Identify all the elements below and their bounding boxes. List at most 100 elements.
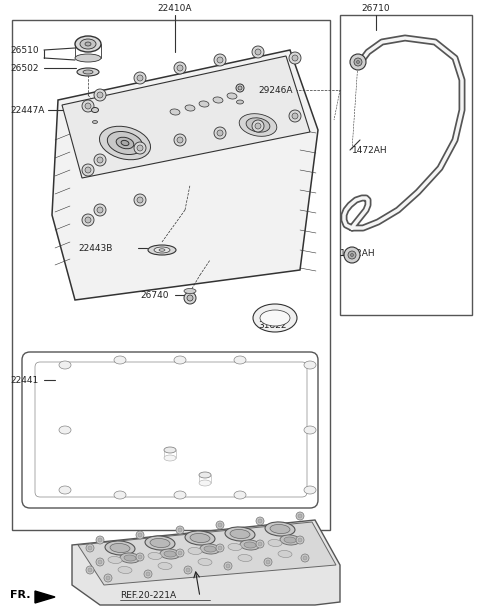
Ellipse shape	[230, 530, 250, 539]
Ellipse shape	[174, 356, 186, 364]
Ellipse shape	[108, 557, 122, 563]
Bar	[340, 15, 472, 315]
Text: 26710: 26710	[362, 4, 390, 12]
Circle shape	[184, 292, 196, 304]
Circle shape	[134, 72, 146, 84]
Ellipse shape	[59, 361, 71, 369]
Ellipse shape	[185, 105, 195, 111]
Text: 31822: 31822	[258, 320, 287, 330]
Polygon shape	[52, 50, 318, 300]
Circle shape	[137, 75, 143, 81]
Ellipse shape	[198, 558, 212, 566]
Circle shape	[357, 60, 360, 63]
Polygon shape	[78, 522, 336, 585]
Polygon shape	[72, 520, 340, 605]
Ellipse shape	[199, 101, 209, 107]
Ellipse shape	[154, 247, 170, 253]
Ellipse shape	[304, 426, 316, 434]
Ellipse shape	[199, 472, 211, 478]
Circle shape	[177, 137, 183, 143]
Circle shape	[266, 560, 270, 564]
Circle shape	[255, 123, 261, 129]
Circle shape	[98, 538, 102, 542]
Ellipse shape	[278, 550, 292, 558]
Circle shape	[138, 555, 142, 559]
FancyBboxPatch shape	[35, 362, 307, 497]
Ellipse shape	[159, 248, 165, 252]
Circle shape	[354, 58, 362, 66]
Circle shape	[137, 197, 143, 203]
Circle shape	[256, 540, 264, 548]
Circle shape	[218, 523, 222, 527]
Circle shape	[187, 295, 193, 301]
Circle shape	[96, 536, 104, 544]
Circle shape	[238, 86, 242, 90]
Text: 26502: 26502	[10, 63, 38, 73]
Circle shape	[177, 65, 183, 71]
Ellipse shape	[213, 97, 223, 103]
Ellipse shape	[253, 122, 263, 128]
Circle shape	[85, 217, 91, 223]
Text: REF.20-221A: REF.20-221A	[120, 590, 176, 600]
Ellipse shape	[114, 491, 126, 499]
Circle shape	[296, 536, 304, 544]
Circle shape	[134, 142, 146, 154]
Ellipse shape	[270, 525, 290, 534]
Text: 22441: 22441	[10, 376, 38, 384]
Text: 29246A: 29246A	[258, 85, 292, 95]
Ellipse shape	[268, 539, 282, 547]
Bar	[12, 20, 330, 530]
Circle shape	[96, 558, 104, 566]
Circle shape	[97, 157, 103, 163]
Ellipse shape	[200, 544, 220, 554]
Ellipse shape	[59, 426, 71, 434]
Ellipse shape	[225, 527, 255, 541]
Ellipse shape	[228, 544, 242, 550]
Ellipse shape	[114, 356, 126, 364]
Circle shape	[255, 49, 261, 55]
Ellipse shape	[185, 531, 215, 545]
Ellipse shape	[75, 54, 101, 62]
Polygon shape	[35, 591, 55, 603]
Ellipse shape	[124, 555, 136, 561]
Circle shape	[292, 113, 298, 119]
Ellipse shape	[204, 546, 216, 552]
Ellipse shape	[280, 535, 300, 545]
Circle shape	[348, 251, 356, 259]
Ellipse shape	[227, 93, 237, 99]
Circle shape	[289, 52, 301, 64]
Polygon shape	[62, 56, 310, 178]
Circle shape	[303, 556, 307, 560]
Circle shape	[216, 521, 224, 529]
Circle shape	[289, 110, 301, 122]
Text: 1472AH: 1472AH	[340, 248, 376, 258]
Ellipse shape	[199, 480, 211, 486]
Ellipse shape	[75, 36, 101, 52]
Ellipse shape	[145, 536, 175, 550]
Ellipse shape	[174, 491, 186, 499]
Ellipse shape	[253, 304, 297, 332]
Circle shape	[174, 62, 186, 74]
Circle shape	[217, 130, 223, 136]
Circle shape	[298, 538, 302, 542]
Text: 26510: 26510	[10, 46, 38, 55]
Circle shape	[258, 519, 262, 523]
Circle shape	[146, 572, 150, 576]
Ellipse shape	[118, 566, 132, 574]
Circle shape	[94, 154, 106, 166]
Circle shape	[292, 55, 298, 61]
Text: 1472AH: 1472AH	[352, 146, 388, 154]
Ellipse shape	[158, 563, 172, 569]
Ellipse shape	[238, 555, 252, 561]
Ellipse shape	[80, 39, 96, 49]
Circle shape	[176, 549, 184, 557]
Ellipse shape	[246, 118, 270, 132]
Ellipse shape	[116, 137, 134, 149]
Circle shape	[252, 46, 264, 58]
Ellipse shape	[150, 539, 170, 547]
Circle shape	[106, 576, 110, 580]
Circle shape	[214, 54, 226, 66]
Circle shape	[98, 560, 102, 564]
Ellipse shape	[148, 552, 162, 560]
Circle shape	[178, 551, 182, 555]
